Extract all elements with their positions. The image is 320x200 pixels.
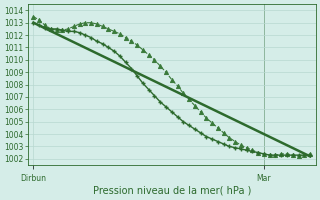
X-axis label: Pression niveau de la mer( hPa ): Pression niveau de la mer( hPa ) — [92, 186, 251, 196]
